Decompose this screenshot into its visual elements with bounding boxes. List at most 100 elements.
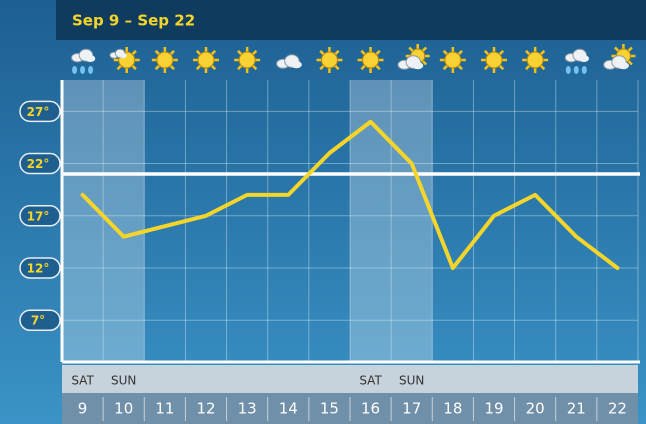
rain-drop [573,66,579,74]
weather-icon [603,44,636,70]
sun-ray [169,64,175,71]
sun-ray [154,64,161,71]
weekday-band [62,365,638,393]
x-tick-label: 17 [402,400,421,418]
sun-ray [131,64,137,71]
sun-ray [131,49,137,56]
weather-icon [522,47,549,73]
weekend-shade [62,80,104,362]
sun-ray [442,64,449,71]
x-tick-label: 15 [320,400,339,418]
sun-ray [525,64,531,71]
y-tick-label: 27° [27,105,50,119]
rain-drop [581,66,587,74]
tick-pill [19,152,61,175]
sun-ray [251,64,258,71]
sun-ray [525,49,531,56]
y-tick-label: 22° [27,157,50,171]
sun-ray [195,49,202,56]
sun-ray [421,60,428,66]
weather-icon [234,47,261,73]
weather-icon [357,47,384,73]
y-tick-label: 12° [27,262,50,276]
weekday-label: SAT [71,374,94,388]
x-tick-label: 16 [361,400,380,418]
cloud-part [85,55,96,62]
y-tick-label: 7° [31,314,45,328]
weekday-label: SUN [399,374,424,388]
sun-ray [483,49,490,56]
cloud-part [290,61,302,69]
sun-ray [421,46,428,52]
sun-ray [251,49,258,56]
tick-pill [19,205,61,227]
sun-ray [319,49,325,56]
weather-icon [71,48,96,74]
sun-ray [195,64,202,71]
sun [444,51,462,69]
sun-ray [210,64,217,71]
weekday-label: SUN [111,374,136,388]
weather-icon [109,47,140,73]
x-tick-label: 10 [114,400,133,418]
sun-ray [457,49,463,56]
cloud-part [578,55,590,62]
sun [238,51,256,69]
sun-ray [375,49,381,56]
rain-drop [72,66,78,74]
sun-ray [237,49,243,56]
sun-ray [319,64,325,71]
weekend-shade [391,80,433,362]
weather-icon [193,47,219,73]
sun-ray [498,64,505,71]
cloud-part [412,62,424,70]
weather-icon [564,48,590,74]
cloud-part [618,62,629,70]
sun [197,51,215,69]
sun [320,51,338,69]
y-tick-label: 17° [27,209,50,223]
sun-ray [627,60,633,66]
sun-ray [116,64,122,71]
x-tick-label: 20 [526,400,545,418]
rain-drop [565,66,571,74]
sun-ray [360,64,366,71]
weather-icon [316,47,343,73]
sun-ray [237,64,243,71]
x-tick-label: 19 [484,400,503,418]
date-range-title: Sep 9 – Sep 22 [72,12,195,30]
sun-ray [360,49,366,56]
weather-icon [439,47,466,73]
sun-ray [408,46,414,52]
tick-pill [19,257,61,279]
sun [362,51,380,69]
weather-icon [397,44,430,70]
sun-ray [375,64,381,71]
rain-drop [80,66,86,74]
sun-ray [539,64,546,71]
sun-ray [169,49,175,56]
rain-drop [88,66,94,74]
weather-icon [481,47,507,73]
x-tick-label: 14 [279,400,298,418]
sun-ray [614,46,620,52]
sun [526,51,544,69]
sun-ray [627,46,633,52]
sun-ray [210,49,217,56]
sun-ray [498,49,505,56]
x-tick-label: 22 [608,400,627,418]
weather-icon [276,54,302,69]
weather-icon [151,47,178,73]
x-tick-label: 18 [443,400,462,418]
weekday-label: SAT [359,374,382,388]
header-band [56,0,646,40]
sun-ray [154,49,161,56]
x-tick-label: 21 [567,400,586,418]
sun [485,51,503,69]
sun-ray [457,64,463,71]
cloud-part [119,53,127,59]
sun-ray [334,64,340,71]
x-tick-label: 12 [196,400,215,418]
sun-ray [442,49,449,56]
